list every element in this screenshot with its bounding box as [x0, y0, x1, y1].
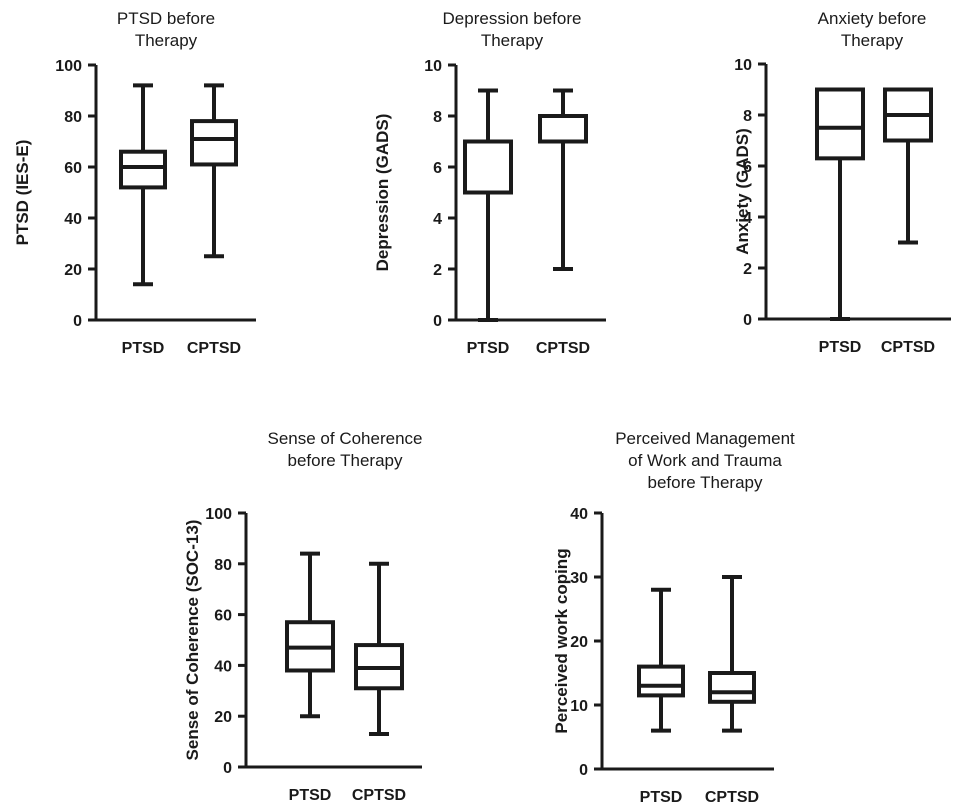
y-axis-label: PTSD (IES-E) — [13, 140, 32, 246]
y-axis-label: Depression (GADS) — [373, 114, 392, 272]
x-category-label: CPTSD — [352, 787, 406, 804]
iqr-box — [190, 119, 238, 167]
y-tick-label: 6 — [433, 160, 442, 177]
y-tick-label: 80 — [64, 109, 82, 126]
y-tick-label: 6 — [743, 159, 752, 176]
iqr-box — [119, 149, 167, 190]
y-tick-label: 10 — [570, 698, 588, 715]
x-category-label: PTSD — [819, 339, 862, 356]
y-tick-label: 2 — [743, 261, 752, 278]
y-tick-label: 20 — [214, 709, 232, 726]
box-cptsd — [538, 88, 588, 271]
y-tick-label: 4 — [433, 211, 442, 228]
box-cptsd — [190, 83, 238, 259]
iqr-box — [538, 114, 588, 144]
iqr-box — [463, 139, 513, 195]
y-tick-label: 8 — [433, 109, 442, 126]
chart-title-line: Therapy — [841, 31, 904, 50]
y-tick-label: 100 — [55, 58, 82, 75]
y-axis-label: Anxiety (GADS) — [733, 128, 752, 255]
box-ptsd — [285, 551, 335, 719]
chart-title-line: before Therapy — [648, 473, 763, 492]
y-tick-label: 10 — [734, 57, 752, 74]
chart-panel-3: Anxiety before Therapy Anxiety (GADS) 0 2 4 6 8… — [733, 9, 951, 356]
chart-title-line: Sense of Coherence — [268, 429, 423, 448]
y-tick-label: 30 — [570, 570, 588, 587]
y-tick-label: 0 — [743, 312, 752, 329]
y-tick-label: 40 — [570, 506, 588, 523]
box-ptsd — [463, 88, 513, 322]
x-category-label: CPTSD — [881, 339, 935, 356]
x-category-label: CPTSD — [705, 789, 759, 805]
y-tick-label: 40 — [64, 211, 82, 228]
chart-title-line: Therapy — [481, 31, 544, 50]
y-tick-label: 0 — [73, 313, 82, 330]
y-tick-label: 60 — [64, 160, 82, 177]
x-category-label: PTSD — [640, 789, 683, 805]
chart-panel-2: Depression before Therapy Depression (GADS… — [373, 9, 606, 357]
box-cptsd — [708, 575, 756, 733]
y-axis-label: Sense of Coherence (SOC-13) — [183, 520, 202, 761]
x-category-label: PTSD — [122, 340, 165, 357]
x-category-label: PTSD — [467, 340, 510, 357]
iqr-box — [815, 87, 865, 161]
y-tick-label: 0 — [433, 313, 442, 330]
y-tick-label: 10 — [424, 58, 442, 75]
x-category-label: CPTSD — [536, 340, 590, 357]
chart-title-line: Depression before — [443, 9, 582, 28]
box-cptsd — [883, 87, 933, 245]
chart-title-line: before Therapy — [288, 451, 403, 470]
y-tick-label: 20 — [570, 634, 588, 651]
chart-title-line: PTSD before — [117, 9, 215, 28]
chart-title-line: Therapy — [135, 31, 198, 50]
y-tick-label: 4 — [743, 210, 752, 227]
y-tick-label: 60 — [214, 608, 232, 625]
x-category-label: CPTSD — [187, 340, 241, 357]
y-tick-label: 80 — [214, 557, 232, 574]
chart-panel-4: Sense of Coherence before Therapy Sense of… — [183, 429, 423, 804]
y-tick-label: 20 — [64, 262, 82, 279]
box-ptsd — [119, 83, 167, 287]
chart-title-line: Perceived Management — [615, 429, 795, 448]
box-ptsd — [815, 87, 865, 321]
chart-title-line: of Work and Trauma — [628, 451, 782, 470]
y-tick-label: 8 — [743, 108, 752, 125]
y-tick-label: 0 — [223, 760, 232, 777]
chart-title-line: Anxiety before — [818, 9, 927, 28]
iqr-box — [637, 664, 685, 698]
box-cptsd — [354, 561, 404, 736]
chart-panel-5: Perceived Management of Work and Trauma be… — [552, 429, 795, 805]
y-tick-label: 100 — [205, 506, 232, 523]
chart-panel-1: PTSD before Therapy PTSD (IES-E) 0 20 40 60 80 1… — [13, 9, 256, 357]
x-category-label: PTSD — [289, 787, 332, 804]
y-axis-label: Perceived work coping — [552, 548, 571, 733]
iqr-box — [708, 671, 756, 704]
box-ptsd — [637, 587, 685, 733]
y-tick-label: 0 — [579, 762, 588, 779]
y-tick-label: 2 — [433, 262, 442, 279]
y-tick-label: 40 — [214, 658, 232, 675]
